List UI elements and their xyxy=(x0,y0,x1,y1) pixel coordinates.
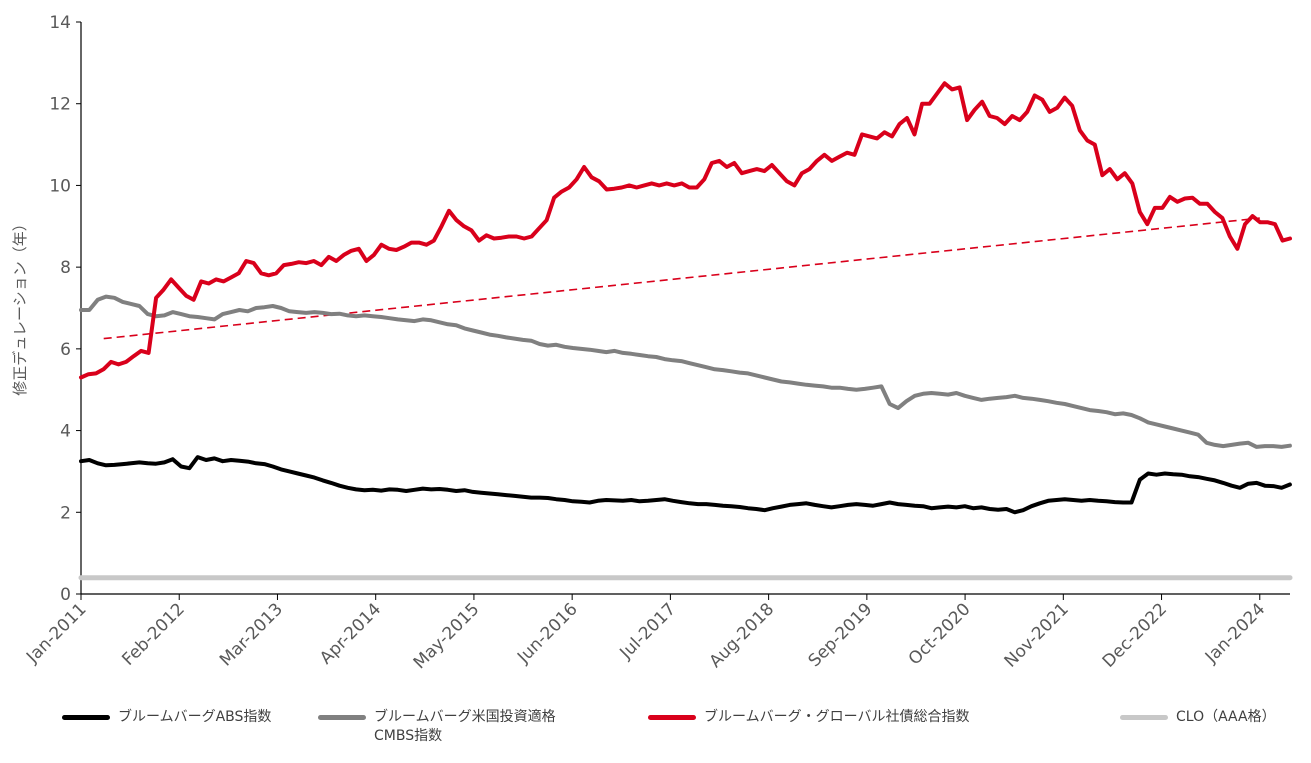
series-line-2 xyxy=(79,81,1292,380)
x-tick-label: Dec-2022 xyxy=(1099,599,1171,671)
x-tick-label: Jan-2024 xyxy=(1201,599,1269,667)
y-axis-label: 修正デュレーション（年） xyxy=(11,216,29,395)
chart-series xyxy=(78,81,1293,581)
legend-item-clo: CLO（AAA格） xyxy=(1120,708,1276,727)
x-tick-label: Jul-2017 xyxy=(616,599,680,663)
y-tick-label: 4 xyxy=(60,422,71,442)
x-tick-label: Sep-2019 xyxy=(805,599,877,671)
legend-item-global-corporate: ブルームバーグ・グローバル社債総合指数 xyxy=(648,708,969,727)
x-tick-label: Mar-2013 xyxy=(216,599,287,670)
series-line-0 xyxy=(79,455,1292,515)
x-tick-label: Oct-2020 xyxy=(905,599,975,669)
legend-label-global-corporate: ブルームバーグ・グローバル社債総合指数 xyxy=(704,709,970,725)
y-tick-label: 8 xyxy=(60,258,71,278)
legend-swatch-cmbs xyxy=(318,715,366,720)
x-tick-label: Jun-2016 xyxy=(513,599,582,668)
y-tick-label: 10 xyxy=(49,176,71,196)
x-tick-label: Nov-2021 xyxy=(1001,599,1073,671)
y-tick-label: 6 xyxy=(60,340,71,360)
legend-label-abs: ブルームバーグABS指数 xyxy=(118,709,272,725)
x-tick-label: Aug-2018 xyxy=(706,599,779,672)
x-tick-label: Feb-2012 xyxy=(118,599,188,669)
legend-swatch-global-corporate xyxy=(648,715,696,720)
series-line-1 xyxy=(79,294,1292,449)
legend-item-abs: ブルームバーグABS指数 xyxy=(62,708,271,727)
legend-swatch-abs xyxy=(62,715,110,720)
y-tick-label: 12 xyxy=(49,95,71,115)
x-tick-label: Jan-2011 xyxy=(22,599,90,667)
y-tick-label: 0 xyxy=(60,585,71,605)
line-chart: 0 2 4 6 8 10 12 14 Jan-2011 Feb-2012 Mar-2013 Apr-2… xyxy=(11,13,1293,673)
trend-line xyxy=(103,217,1260,340)
legend-label-cmbs: ブルームバーグ米国投資適格 CMBS指数 xyxy=(374,709,556,744)
legend-swatch-clo xyxy=(1120,715,1168,720)
legend-item-cmbs: ブルームバーグ米国投資適格 CMBS指数 xyxy=(318,708,556,746)
legend-label-clo: CLO（AAA格） xyxy=(1176,709,1276,725)
chart-axes: 0 2 4 6 8 10 12 14 Jan-2011 Feb-2012 Mar-2013 Apr-2… xyxy=(22,13,1290,673)
y-tick-label: 14 xyxy=(49,13,71,33)
y-tick-label: 2 xyxy=(60,503,71,523)
chart-legend: ブルームバーグABS指数 ブルームバーグ米国投資適格 CMBS指数 ブルームバー… xyxy=(0,708,1311,758)
x-tick-label: May-2015 xyxy=(410,599,484,673)
x-tick-label: Apr-2014 xyxy=(316,599,385,668)
